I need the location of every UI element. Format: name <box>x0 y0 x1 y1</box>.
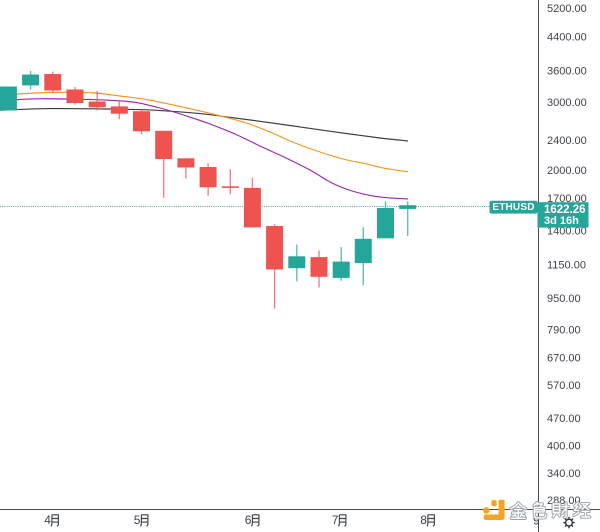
svg-text:8: 8 <box>420 513 427 527</box>
svg-text:5: 5 <box>134 513 141 527</box>
svg-text:5200.00: 5200.00 <box>547 3 587 15</box>
svg-text:3000.00: 3000.00 <box>547 97 587 109</box>
svg-text:400.00: 400.00 <box>547 441 581 453</box>
svg-text:340.00: 340.00 <box>547 468 581 480</box>
svg-text:2000.00: 2000.00 <box>547 165 587 177</box>
svg-text:3600.00: 3600.00 <box>547 66 587 78</box>
svg-text:ETHUSD: ETHUSD <box>492 202 534 213</box>
svg-text:790.00: 790.00 <box>547 324 581 336</box>
svg-text:950.00: 950.00 <box>547 293 581 305</box>
svg-text:6: 6 <box>245 513 252 527</box>
svg-text:1622.26: 1622.26 <box>544 204 586 216</box>
svg-text:1400.00: 1400.00 <box>547 225 587 237</box>
svg-text:2400.00: 2400.00 <box>547 135 587 147</box>
svg-text:3d 16h: 3d 16h <box>544 215 579 227</box>
svg-text:670.00: 670.00 <box>547 352 581 364</box>
svg-text:9: 9 <box>533 514 540 528</box>
svg-text:4400.00: 4400.00 <box>547 32 587 44</box>
svg-text:1150.00: 1150.00 <box>547 260 586 272</box>
svg-text:570.00: 570.00 <box>547 380 581 392</box>
svg-text:4: 4 <box>44 513 51 527</box>
svg-text:7: 7 <box>332 513 339 527</box>
svg-text:470.00: 470.00 <box>547 413 581 425</box>
